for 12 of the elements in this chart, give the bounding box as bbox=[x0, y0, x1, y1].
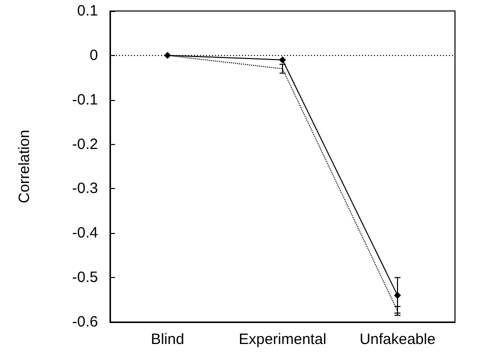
y-tick-label: -0.6 bbox=[72, 314, 98, 330]
x-tick-label: Unfakeable bbox=[360, 331, 436, 348]
y-tick-label: -0.3 bbox=[72, 180, 98, 198]
y-tick-label: 0 bbox=[90, 46, 98, 64]
y-tick-label: -0.5 bbox=[72, 269, 98, 286]
x-tick-label: Blind bbox=[150, 331, 184, 348]
y-tick-label: -0.2 bbox=[72, 136, 98, 153]
y-tick-label: -0.1 bbox=[72, 91, 98, 108]
x-tick-label: Experimental bbox=[238, 331, 326, 348]
y-axis-title: Correlation bbox=[16, 130, 33, 204]
y-tick-label: -0.4 bbox=[72, 224, 98, 242]
y-tick-label: 0.1 bbox=[77, 2, 98, 20]
